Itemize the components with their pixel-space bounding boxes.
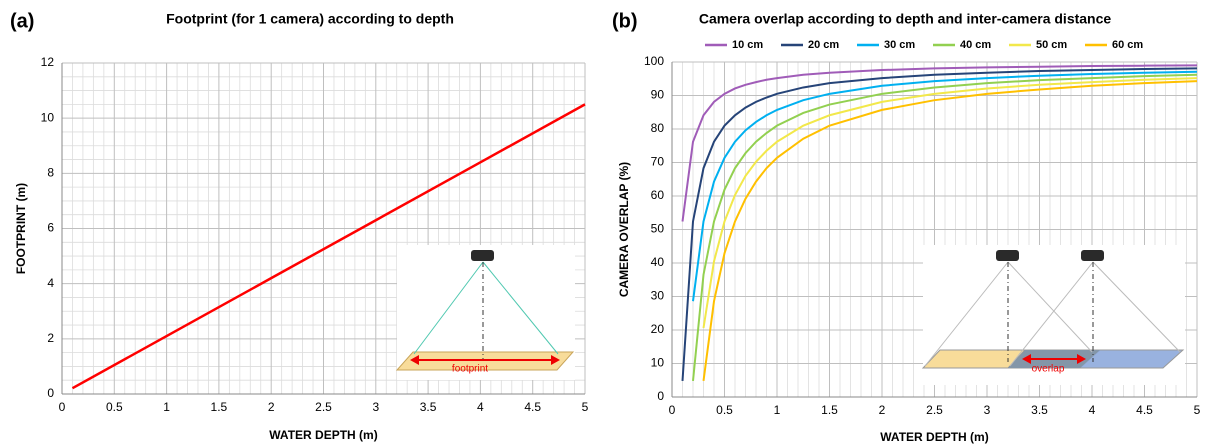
y-tick-label: 90 xyxy=(651,88,665,102)
y-tick-label: 30 xyxy=(651,289,665,303)
y-tick-label: 4 xyxy=(47,276,54,290)
y-tick-label: 80 xyxy=(651,121,665,135)
chart-title: Camera overlap according to depth and in… xyxy=(699,11,1112,27)
line xyxy=(702,77,1198,329)
y-tick-label: 0 xyxy=(657,389,664,403)
legend-label: 10 cm xyxy=(732,39,763,51)
view-line xyxy=(1092,261,1181,353)
arrow-head xyxy=(1022,354,1031,364)
x-tick-label: 5 xyxy=(1194,403,1201,417)
x-tick-label: 5 xyxy=(582,400,589,414)
y-tick-label: 20 xyxy=(651,322,665,336)
legend-label: 20 cm xyxy=(808,39,839,51)
panel-label: (b) xyxy=(612,10,638,32)
x-axis-label: WATER DEPTH (m) xyxy=(880,430,988,444)
line xyxy=(681,67,1198,381)
view-line xyxy=(413,261,484,355)
y-tick-label: 60 xyxy=(651,188,665,202)
x-tick-label: 0.5 xyxy=(716,403,733,417)
y-axis-label: FOOTPRINT (m) xyxy=(14,183,28,274)
x-tick-label: 3.5 xyxy=(1031,403,1048,417)
x-tick-label: 0 xyxy=(669,403,676,417)
inset-overlap: overlap xyxy=(921,245,1185,385)
y-tick-label: 12 xyxy=(41,55,55,69)
y-tick-label: 40 xyxy=(651,255,665,269)
view-line xyxy=(1007,261,1093,353)
view-line xyxy=(924,261,1009,367)
chart-title: Footprint (for 1 camera) according to de… xyxy=(166,11,454,27)
x-tick-label: 4.5 xyxy=(1136,403,1153,417)
camera xyxy=(1081,250,1104,261)
line xyxy=(702,80,1198,382)
x-tick-label: 2.5 xyxy=(926,403,943,417)
y-tick-label: 6 xyxy=(47,221,54,235)
x-tick-label: 4 xyxy=(477,400,484,414)
y-tick-label: 2 xyxy=(47,331,54,345)
arrow-head xyxy=(551,355,560,365)
x-tick-label: 4.5 xyxy=(524,400,541,414)
x-tick-label: 1 xyxy=(774,403,781,417)
panel-label: (a) xyxy=(10,10,34,32)
line xyxy=(681,64,1198,222)
legend-label: 50 cm xyxy=(1036,39,1067,51)
line xyxy=(692,70,1198,302)
y-tick-label: 10 xyxy=(651,356,665,370)
y-tick-label: 10 xyxy=(41,110,55,124)
x-tick-label: 1 xyxy=(163,400,170,414)
x-tick-label: 1.5 xyxy=(821,403,838,417)
arrow-head xyxy=(410,355,419,365)
y-tick-label: 8 xyxy=(47,166,54,180)
x-tick-label: 2 xyxy=(879,403,886,417)
x-tick-label: 0.5 xyxy=(106,400,123,414)
view-line xyxy=(1009,261,1094,367)
line xyxy=(692,73,1198,382)
x-tick-label: 3 xyxy=(372,400,379,414)
x-tick-label: 4 xyxy=(1089,403,1096,417)
x-tick-label: 2.5 xyxy=(315,400,332,414)
y-tick-label: 70 xyxy=(651,155,665,169)
camera xyxy=(996,250,1019,261)
inset-label: overlap xyxy=(1032,364,1065,375)
x-tick-label: 3 xyxy=(984,403,991,417)
x-tick-label: 0 xyxy=(59,400,66,414)
x-tick-label: 1.5 xyxy=(211,400,228,414)
x-tick-label: 3.5 xyxy=(420,400,437,414)
y-tick-label: 0 xyxy=(47,386,54,400)
y-tick-label: 100 xyxy=(644,54,664,68)
legend-label: 60 cm xyxy=(1112,39,1143,51)
inset-footprint: footprint xyxy=(395,245,575,380)
y-axis-label: CAMERA OVERLAP (%) xyxy=(617,162,631,297)
view-line xyxy=(482,261,559,355)
x-axis-label: WATER DEPTH (m) xyxy=(269,428,377,442)
x-tick-label: 2 xyxy=(268,400,275,414)
line xyxy=(71,103,586,390)
camera xyxy=(471,250,494,261)
legend-label: 40 cm xyxy=(960,39,991,51)
inset-label: footprint xyxy=(452,364,488,375)
y-tick-label: 50 xyxy=(651,222,665,236)
arrow-head xyxy=(1077,354,1086,364)
legend-label: 30 cm xyxy=(884,39,915,51)
